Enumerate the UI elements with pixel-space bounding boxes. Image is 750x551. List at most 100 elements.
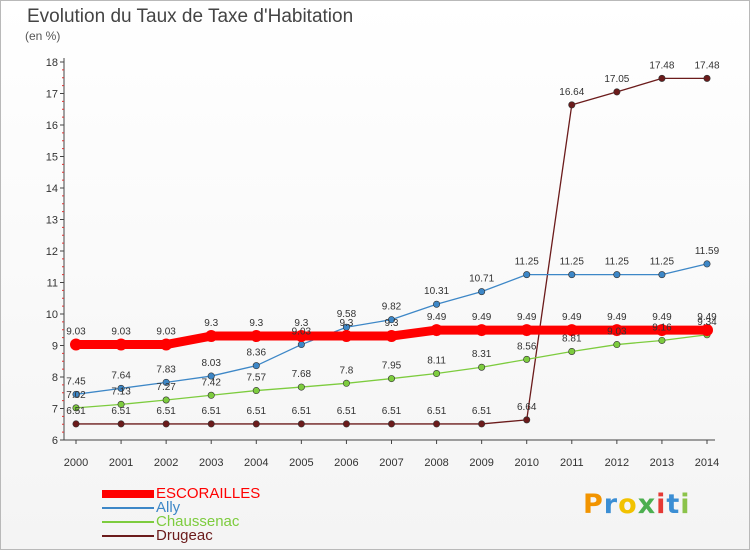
data-label: 6.51	[201, 406, 221, 417]
legend-label-drugeac: Drugeac	[156, 527, 213, 544]
legend-swatch-escorailles	[102, 490, 154, 498]
data-point	[565, 324, 578, 337]
data-point	[297, 341, 305, 349]
y-tick-label: 12	[46, 246, 58, 258]
data-label: 6.51	[382, 406, 402, 417]
data-point	[478, 363, 486, 371]
data-point	[207, 420, 215, 428]
data-point	[387, 316, 395, 324]
data-label: 9.16	[652, 322, 672, 333]
data-label: 17.48	[694, 60, 719, 71]
data-labels-escorailles: 9.03 9.03 9.039.3 9.3 9.3 9.3 9.39.49 9.49 9.49 9…	[66, 312, 717, 337]
data-label: 9.58	[337, 309, 357, 320]
data-point	[523, 355, 531, 363]
data-label: 7.95	[382, 361, 402, 372]
legend-swatch-chaussenac	[102, 521, 154, 523]
data-point	[162, 378, 170, 386]
data-label: 11.25	[560, 257, 585, 268]
data-label: 7.68	[292, 369, 312, 380]
data-label: 9.03	[156, 327, 176, 338]
chart-title: Evolution du Taux de Taxe d'Habitation	[27, 6, 354, 27]
data-label: 9.34	[697, 317, 717, 328]
x-tick-label: 2002	[154, 457, 178, 469]
y-tick-label: 8	[52, 372, 58, 384]
data-point	[117, 400, 125, 408]
data-label: 9.49	[697, 312, 717, 323]
data-label: 6.51	[111, 406, 131, 417]
x-tick-label: 2014	[695, 457, 719, 469]
x-tick-label: 2000	[64, 457, 88, 469]
data-point	[568, 101, 576, 109]
y-tick-label: 14	[46, 183, 58, 195]
data-point	[655, 324, 668, 337]
data-label: 6.51	[337, 406, 357, 417]
data-labels-chaussenac: 7.02 7.13 7.27 7.42 7.57 7.68 7.8 7.95 8.11 8.31 8…	[66, 317, 717, 401]
logo-letter: x	[637, 489, 657, 520]
data-point	[658, 336, 666, 344]
data-label: 9.49	[562, 312, 582, 323]
data-label: 9.82	[382, 302, 402, 313]
unit-label: (en %)	[25, 29, 61, 43]
data-label: 9.03	[607, 327, 627, 338]
data-point	[117, 384, 125, 392]
data-label: 7.02	[66, 390, 86, 401]
data-point	[115, 338, 128, 351]
data-point	[701, 324, 713, 337]
logo-letter: o	[618, 489, 638, 520]
data-point	[610, 324, 623, 337]
logo-letter: i	[680, 489, 691, 520]
data-point	[252, 387, 260, 395]
data-label: 7.83	[156, 364, 176, 375]
data-label: 9.03	[111, 327, 131, 338]
data-label: 8.56	[517, 341, 537, 352]
data-label: 7.13	[111, 386, 131, 397]
data-point	[703, 74, 711, 82]
x-tick-label: 2003	[199, 457, 223, 469]
data-point	[72, 420, 80, 428]
data-label: 10.71	[469, 274, 494, 285]
data-label: 9.3	[249, 318, 263, 329]
legend-label-chaussenac: Chaussenac	[156, 513, 240, 530]
y-tick-label: 9	[52, 341, 58, 353]
data-point	[72, 404, 80, 412]
data-point	[478, 420, 486, 428]
data-labels-ally: 7.45 7.64 7.83 8.03 8.36 9.03 9.58 9.82 10.31 10.…	[66, 246, 719, 387]
data-label: 6.64	[517, 402, 537, 413]
legend-swatch-drugeac	[102, 535, 154, 537]
y-tick-label: 6	[52, 435, 58, 447]
data-point	[433, 370, 441, 378]
data-label: 7.42	[201, 377, 221, 388]
data-point	[295, 330, 308, 343]
data-point	[250, 330, 263, 343]
data-point	[252, 420, 260, 428]
data-label: 9.3	[385, 318, 399, 329]
data-label: 9.03	[66, 327, 86, 338]
data-point	[205, 330, 218, 343]
logo-letter: r	[603, 489, 619, 520]
data-point	[160, 338, 173, 351]
data-point	[658, 74, 666, 82]
data-point	[162, 420, 170, 428]
data-point	[478, 288, 486, 296]
data-label: 8.11	[427, 356, 446, 367]
data-point	[342, 379, 350, 387]
data-label: 9.3	[204, 318, 218, 329]
data-label: 7.27	[156, 382, 176, 393]
data-point	[523, 271, 531, 279]
data-label: 8.36	[247, 348, 267, 359]
proxiti-logo: Proxiti	[583, 489, 691, 520]
series-chaussenac	[72, 331, 711, 412]
y-tick-label: 15	[46, 152, 58, 164]
data-label: 11.25	[515, 257, 540, 268]
data-label: 16.64	[559, 87, 584, 98]
data-label: 6.51	[247, 406, 267, 417]
x-tick-label: 2008	[424, 457, 448, 469]
logo-letter: P	[583, 489, 604, 520]
data-point	[342, 420, 350, 428]
legend-swatch-ally	[102, 507, 154, 509]
data-point	[72, 390, 80, 398]
data-label: 6.51	[292, 406, 312, 417]
y-tick-label: 10	[46, 309, 58, 321]
x-tick-label: 2012	[605, 457, 629, 469]
